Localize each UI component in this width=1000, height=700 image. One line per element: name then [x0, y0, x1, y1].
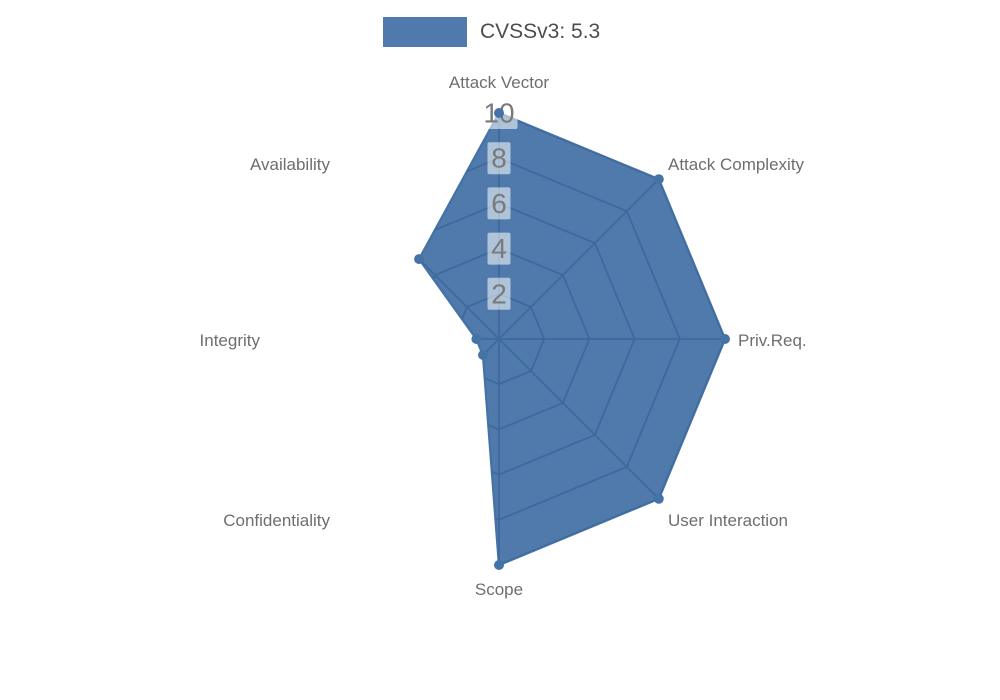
legend-label: CVSSv3: 5.3 [480, 20, 601, 43]
vertex-dot [720, 334, 730, 344]
axis-label-scope: Scope [475, 580, 523, 599]
grid-spoke [498, 338, 660, 500]
vertex-dot [653, 174, 664, 185]
tick-label: 8 [491, 143, 507, 174]
tick-box [487, 232, 511, 265]
vertex-dot [494, 560, 504, 570]
tick-label: 4 [491, 233, 507, 264]
axis-label-confidentiality: Confidentiality [223, 511, 330, 530]
vertex-dot [414, 254, 425, 265]
tick-label: 2 [491, 278, 507, 309]
legend-swatch [383, 17, 467, 47]
axis-label-integrity: Integrity [200, 331, 261, 350]
legend-item[interactable]: CVSSv3: 5.3 [383, 17, 600, 47]
tick-box [487, 277, 511, 310]
vertex-dot [471, 334, 482, 344]
vertex-dot [478, 349, 489, 360]
tick-label: 6 [491, 188, 507, 219]
grid-ring [419, 113, 725, 565]
grid-spoke [498, 178, 660, 340]
axis-label-availability: Availability [250, 155, 331, 174]
vertex-dot [494, 108, 504, 118]
axis-label-attack-complexity: Attack Complexity [668, 155, 805, 174]
axis-label-priv-req-: Priv.Req. [738, 331, 807, 350]
vertex-dot [653, 493, 664, 504]
vertex-dots [414, 108, 730, 570]
tick-box [487, 142, 511, 175]
grid-spoke [419, 338, 500, 500]
axis-labels: Attack Vector Attack Complexity Priv.Req. U… [200, 73, 807, 599]
tick-box [487, 187, 511, 220]
grid-spoke [419, 178, 500, 340]
axis-label-attack-vector: Attack Vector [449, 73, 549, 92]
axis-label-user-interaction: User Interaction [668, 511, 788, 530]
